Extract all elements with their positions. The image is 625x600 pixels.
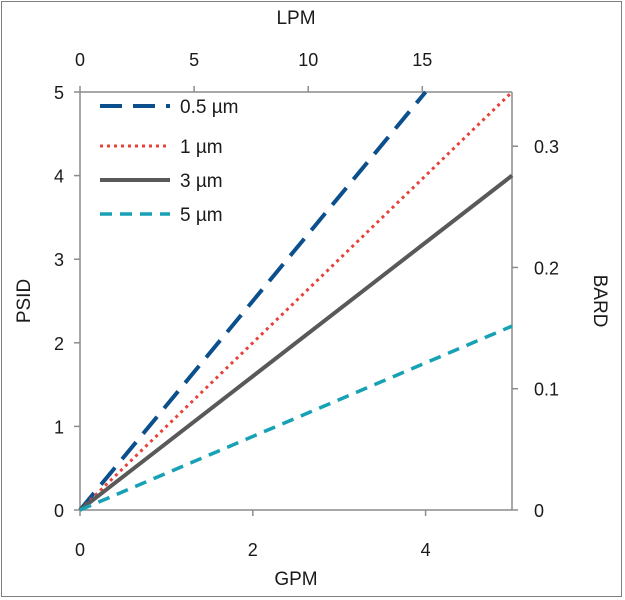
legend-label-0-5-um: 0.5 µm bbox=[180, 97, 238, 118]
x2-tick-label: 10 bbox=[298, 50, 318, 70]
legend: 0.5 µm 1 µm 3 µm 5 µm bbox=[100, 97, 238, 226]
x2-tick-label: 15 bbox=[412, 50, 432, 70]
legend-label-1-um: 1 µm bbox=[180, 137, 223, 158]
x2-axis-title: LPM bbox=[276, 8, 315, 29]
y-tick-label: 5 bbox=[54, 83, 64, 103]
legend-label-3-um: 3 µm bbox=[180, 171, 223, 192]
y2-tick-label: 0 bbox=[534, 501, 544, 521]
y-tick-label: 2 bbox=[54, 334, 64, 354]
x-tick-label: 2 bbox=[248, 540, 258, 560]
legend-label-5-um: 5 µm bbox=[180, 205, 223, 226]
y-tick-label: 0 bbox=[54, 501, 64, 521]
y2-tick-label: 0.3 bbox=[534, 137, 559, 157]
y-tick-label: 1 bbox=[54, 417, 64, 437]
y-tick-label: 3 bbox=[54, 250, 64, 270]
y-tick-label: 4 bbox=[54, 167, 64, 187]
series-line-0 bbox=[78, 90, 428, 512]
x-axis-title: GPM bbox=[274, 569, 317, 590]
y2-tick-label: 0.2 bbox=[534, 258, 559, 278]
series-line-3 bbox=[79, 324, 513, 512]
y2-axis-title: BARD bbox=[589, 275, 610, 328]
x2-tick-label: 0 bbox=[75, 50, 85, 70]
x-tick-label: 4 bbox=[421, 540, 431, 560]
series-line-2 bbox=[78, 174, 514, 512]
y-axis-title: PSID bbox=[14, 279, 35, 323]
x-tick-label: 0 bbox=[75, 540, 85, 560]
y2-tick-label: 0.1 bbox=[534, 380, 559, 400]
x2-tick-label: 5 bbox=[189, 50, 199, 70]
series-line-1 bbox=[78, 90, 514, 512]
series-layer bbox=[78, 90, 514, 512]
